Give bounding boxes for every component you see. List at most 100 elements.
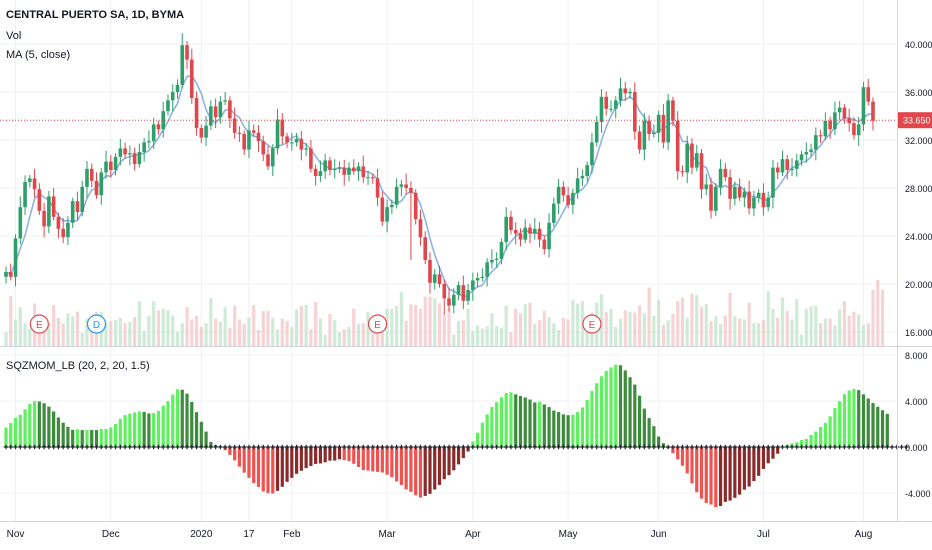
volume-bar: [447, 308, 451, 346]
time-tick-label: Jun: [651, 529, 667, 540]
indicator-legend[interactable]: SQZMOM_LB (20, 2, 20, 1.5): [6, 360, 150, 372]
volume-bar: [609, 308, 613, 346]
symbol-legend[interactable]: CENTRAL PUERTO SA, 1D, BYMA: [6, 9, 185, 21]
momentum-bar: [776, 447, 780, 454]
volume-bar: [113, 320, 118, 346]
candle-body: [871, 101, 875, 121]
momentum-bar: [152, 413, 156, 447]
candle-body: [328, 160, 332, 170]
candle-body: [80, 186, 85, 212]
candle-body: [818, 135, 823, 137]
momentum-bar: [228, 447, 232, 455]
squeeze-cross: [394, 444, 399, 450]
volume-bar: [647, 287, 651, 346]
volume-bar: [214, 318, 218, 346]
candle-body: [747, 191, 751, 209]
candle-body: [342, 167, 347, 175]
momentum-bar: [80, 430, 84, 447]
candle-body: [647, 120, 651, 134]
momentum-bar: [366, 447, 370, 471]
volume-bar: [509, 332, 513, 346]
momentum-bar: [452, 447, 456, 471]
squeeze-cross: [470, 444, 476, 450]
squeeze-cross: [99, 444, 104, 450]
candle-body: [775, 167, 780, 173]
ma-legend[interactable]: MA (5, close): [6, 49, 71, 61]
momentum-bar: [233, 447, 237, 461]
momentum-bar: [842, 394, 847, 447]
momentum-bar: [190, 401, 194, 447]
squeeze-cross: [213, 444, 218, 450]
squeeze-cross: [775, 444, 780, 450]
momentum-bar: [314, 447, 318, 464]
volume-bar: [128, 321, 132, 346]
squeeze-cross: [237, 444, 242, 450]
squeeze-cross: [442, 444, 447, 450]
volume-bar: [723, 315, 727, 346]
volume-bar: [61, 323, 65, 346]
candle-body: [575, 178, 580, 193]
squeeze-cross: [451, 444, 456, 450]
squeeze-cross: [518, 444, 523, 450]
squeeze-cross: [599, 444, 604, 450]
squeeze-cross: [842, 444, 847, 450]
candle-body: [552, 203, 556, 223]
momentum-bar: [52, 411, 56, 447]
candle-body: [423, 237, 428, 260]
momentum-tick-label: -4.000: [905, 489, 931, 499]
candle-body: [518, 233, 523, 240]
candle-body: [323, 160, 327, 172]
candle-body: [170, 92, 175, 101]
momentum-bar: [637, 395, 642, 447]
momentum-bar: [757, 447, 761, 476]
squeeze-cross: [408, 444, 414, 450]
momentum-bar: [261, 447, 265, 492]
candle-body: [852, 123, 856, 136]
candle-body: [471, 280, 475, 290]
squeeze-cross: [532, 444, 537, 450]
volume-bar: [504, 305, 508, 346]
candle-body: [156, 124, 161, 130]
volume-bar: [818, 323, 823, 346]
candle-body: [266, 154, 270, 167]
momentum-bar: [99, 429, 103, 447]
candle-body: [299, 138, 304, 150]
squeeze-cross: [584, 444, 590, 450]
momentum-bar: [442, 447, 446, 480]
momentum-bar: [752, 447, 756, 482]
volume-bar: [733, 316, 737, 346]
squeeze-cross: [780, 444, 785, 450]
volume-bar: [671, 314, 675, 346]
squeeze-cross: [60, 444, 66, 450]
squeeze-cross: [413, 444, 418, 450]
volume-bar: [757, 323, 761, 346]
volume-bar: [556, 330, 561, 346]
candle-body: [490, 260, 494, 263]
volume-bar: [366, 311, 370, 346]
squeeze-cross: [246, 444, 252, 450]
squeeze-cross: [284, 444, 290, 450]
candle-body: [404, 184, 408, 188]
volume-bar: [714, 316, 718, 346]
squeeze-cross: [827, 444, 833, 450]
volume-bar: [814, 305, 818, 346]
candle-body: [532, 228, 537, 234]
candle-body: [213, 106, 218, 118]
candle-body: [4, 272, 8, 277]
squeeze-cross: [132, 444, 137, 450]
squeeze-cross: [503, 444, 509, 450]
momentum-bar: [480, 422, 484, 447]
volume-legend[interactable]: Vol: [6, 30, 22, 42]
volume-bar: [261, 311, 265, 346]
momentum-bar: [561, 414, 565, 447]
squeeze-cross: [656, 444, 661, 450]
volume-bar: [399, 292, 403, 346]
volume-bar: [799, 334, 804, 346]
momentum-bar: [161, 405, 165, 447]
candle-body: [590, 142, 594, 166]
momentum-bar: [514, 394, 518, 447]
volume-bar: [395, 305, 399, 346]
momentum-bar: [799, 440, 804, 447]
momentum-bar: [838, 401, 842, 447]
